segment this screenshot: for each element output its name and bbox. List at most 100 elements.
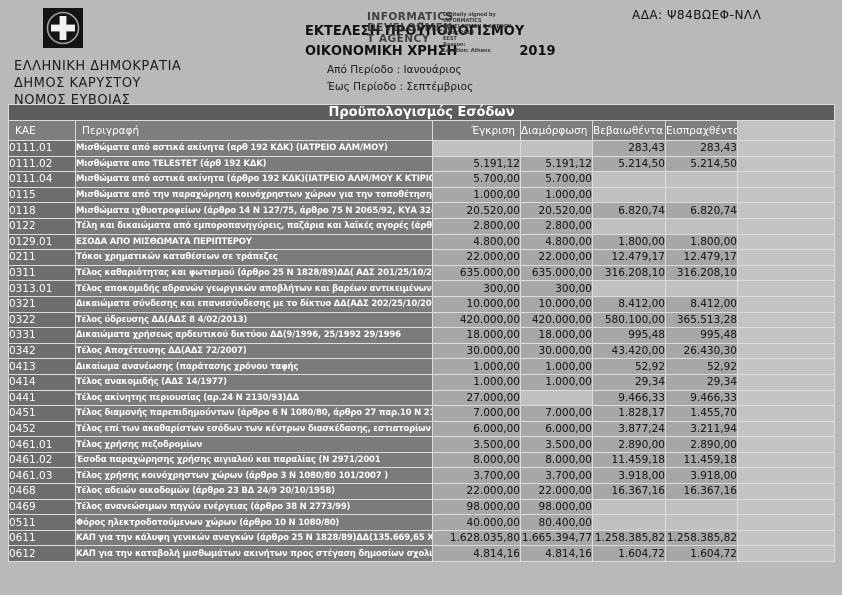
egkrisi-cell: 5.700,00 xyxy=(432,171,521,188)
egkrisi-cell: 7.000,00 xyxy=(432,405,521,422)
table-row: 0469 Τέλος ανανεώσιμων πηγών ενέργειας (ά… xyxy=(8,498,836,516)
report-title: ΕΚΤΕΛΕΣΗ ΠΡΟΫΠΟΛΟΓΙΣΜΟΥ xyxy=(305,24,525,39)
description-cell: Τέλος ακίνητης περιουσίας (αρ.24 Ν 2130/… xyxy=(75,389,433,407)
kae-cell: 0469 xyxy=(8,498,76,516)
description-cell: Τέλος αποκομιδής αδρανών γεωργικών αποβλ… xyxy=(75,280,433,297)
kae-cell: 0111.02 xyxy=(8,155,76,173)
trailing-cell xyxy=(736,295,836,313)
eispraxthenta-cell: 283,43 xyxy=(665,140,738,157)
bebaiothenta-cell: 1.828,17 xyxy=(592,405,666,422)
column-header-kae: ΚΑΕ xyxy=(8,120,76,141)
description-cell: Τέλος χρήσης κοινόχρηστων χώρων (άρθρο 3… xyxy=(75,467,433,485)
diamorfosi-cell: 30.000,00 xyxy=(520,342,593,360)
eispraxthenta-cell xyxy=(665,514,738,531)
description-cell: Έσοδα παραχώρησης χρήσης αιγιαλού και πα… xyxy=(75,451,433,469)
eispraxthenta-cell: 29,34 xyxy=(665,373,738,391)
diamorfosi-cell: 1.665.394,77 xyxy=(520,529,593,547)
kae-cell: 0611 xyxy=(8,529,76,547)
trailing-cell xyxy=(736,545,836,563)
bebaiothenta-cell: 3.877,24 xyxy=(592,420,666,438)
trailing-cell xyxy=(736,155,836,173)
eispraxthenta-cell: 11.459,18 xyxy=(665,451,738,469)
eispraxthenta-cell: 6.820,74 xyxy=(665,202,738,219)
egkrisi-cell: 1.000,00 xyxy=(432,373,521,391)
kae-cell: 0311 xyxy=(8,264,76,282)
description-cell: Τέλος ύδρευσης ΔΔ(ΑΔΣ 8 4/02/2013) xyxy=(75,311,433,329)
diamorfosi-cell: 20.520,00 xyxy=(520,202,593,219)
description-cell: Τέλος επί των ακαθαρίστων εσόδων των κέν… xyxy=(75,420,433,438)
kae-cell: 0111.01 xyxy=(8,140,76,157)
description-cell: Μισθώματα από αστικά ακίνητα (αρθ 192 ΚΔ… xyxy=(75,140,433,157)
description-cell: Τέλος ανακομιδής (ΑΔΣ 14/1977) xyxy=(75,373,433,391)
eispraxthenta-cell: 995,48 xyxy=(665,327,738,344)
kae-cell: 0115 xyxy=(8,186,76,204)
diamorfosi-cell: 6.000,00 xyxy=(520,420,593,438)
kae-cell: 0452 xyxy=(8,420,76,438)
diamorfosi-cell xyxy=(520,140,593,157)
trailing-cell xyxy=(736,358,836,375)
diamorfosi-cell: 1.000,00 xyxy=(520,186,593,204)
bebaiothenta-cell: 8.412,00 xyxy=(592,295,666,313)
trailing-cell xyxy=(736,405,836,422)
kae-cell: 0122 xyxy=(8,217,76,235)
table-band-title: Προϋπολογισμός Εσόδων xyxy=(7,104,836,121)
eispraxthenta-cell xyxy=(665,186,738,204)
diamorfosi-cell: 2.800,00 xyxy=(520,217,593,235)
trailing-cell xyxy=(736,327,836,344)
description-cell: Μισθώματα από την παραχώρηση κοινόχρηστω… xyxy=(75,186,433,204)
diamorfosi-cell: 80.400,00 xyxy=(520,514,593,531)
bebaiothenta-cell: 9.466,33 xyxy=(592,389,666,407)
egkrisi-cell: 40.000,00 xyxy=(432,514,521,531)
bebaiothenta-cell: 3.918,00 xyxy=(592,467,666,485)
egkrisi-cell: 5.191,12 xyxy=(432,155,521,173)
trailing-cell xyxy=(736,483,836,500)
budget-table: Προϋπολογισμός Εσόδων ΚΑΕ Περιγραφή Έγκρ… xyxy=(7,104,836,563)
stamp-big-line-1: INFORMATICS xyxy=(367,11,454,23)
diamorfosi-cell: 18.000,00 xyxy=(520,327,593,344)
egkrisi-cell: 3.700,00 xyxy=(432,467,521,485)
egkrisi-cell: 20.520,00 xyxy=(432,202,521,219)
eispraxthenta-cell: 1.258.385,82 xyxy=(665,529,738,547)
bebaiothenta-cell: 12.479,17 xyxy=(592,249,666,266)
period-from-line: Από Περίοδο : Ιανουάριος xyxy=(327,64,605,76)
diamorfosi-cell: 98.000,00 xyxy=(520,498,593,516)
description-cell: Δικαιώματα σύνδεσης και επανασύνδεσης με… xyxy=(75,295,433,313)
bebaiothenta-cell xyxy=(592,171,666,188)
bebaiothenta-cell: 2.890,00 xyxy=(592,436,666,453)
egkrisi-cell: 27.000,00 xyxy=(432,389,521,407)
bebaiothenta-cell: 995,48 xyxy=(592,327,666,344)
table-row: 0468 Τέλος αδειών οικοδομών (άρθρο 23 ΒΔ … xyxy=(8,483,836,500)
bebaiothenta-cell: 5.214,50 xyxy=(592,155,666,173)
bebaiothenta-cell xyxy=(592,217,666,235)
bebaiothenta-cell: 580.100,00 xyxy=(592,311,666,329)
egkrisi-cell: 22.000,00 xyxy=(432,249,521,266)
eispraxthenta-cell: 52,92 xyxy=(665,358,738,375)
description-cell: Δικαίωμα ανανέωσης (παράτασης χρόνου ταφ… xyxy=(75,358,433,375)
description-cell: Τόκοι χρηματικών καταθέσεων σε τράπεζες xyxy=(75,249,433,266)
diamorfosi-cell: 5.700,00 xyxy=(520,171,593,188)
trailing-cell xyxy=(736,171,836,188)
bebaiothenta-cell: 11.459,18 xyxy=(592,451,666,469)
eispraxthenta-cell xyxy=(665,280,738,297)
trailing-cell xyxy=(736,436,836,453)
stamp-small-line: Reason: xyxy=(443,42,466,48)
diamorfosi-cell: 3.500,00 xyxy=(520,436,593,453)
table-row: 0414 Τέλος ανακομιδής (ΑΔΣ 14/1977) 1.000,… xyxy=(8,373,836,391)
gov-line-1: ΕΛΛΗΝΙΚΗ ΔΗΜΟΚΡΑΤΙΑ xyxy=(14,59,182,74)
trailing-cell xyxy=(736,451,836,469)
diamorfosi-cell: 4.800,00 xyxy=(520,233,593,251)
bebaiothenta-cell xyxy=(592,514,666,531)
kae-cell: 0511 xyxy=(8,514,76,531)
table-row: 0321 Δικαιώματα σύνδεσης και επανασύνδεση… xyxy=(8,295,836,313)
diamorfosi-cell: 300,00 xyxy=(520,280,593,297)
column-header-egkrisi: Έγκριση xyxy=(432,120,521,141)
column-header-perigrafi: Περιγραφή xyxy=(75,120,433,141)
fiscal-year-value: 2019 xyxy=(519,44,556,59)
stamp-small-line: Location: Athens xyxy=(443,48,491,54)
period-from-label: Από Περίοδο : xyxy=(327,64,401,76)
egkrisi-cell: 1.000,00 xyxy=(432,358,521,375)
period-to-label: Έως Περίοδο : xyxy=(327,81,404,93)
kae-cell: 0461.03 xyxy=(8,467,76,485)
table-header-row: ΚΑΕ Περιγραφή Έγκριση Διαμόρφωση Βεβαιωθ… xyxy=(8,120,836,141)
table-row: 0413 Δικαίωμα ανανέωσης (παράτασης χρόνου… xyxy=(8,358,836,375)
